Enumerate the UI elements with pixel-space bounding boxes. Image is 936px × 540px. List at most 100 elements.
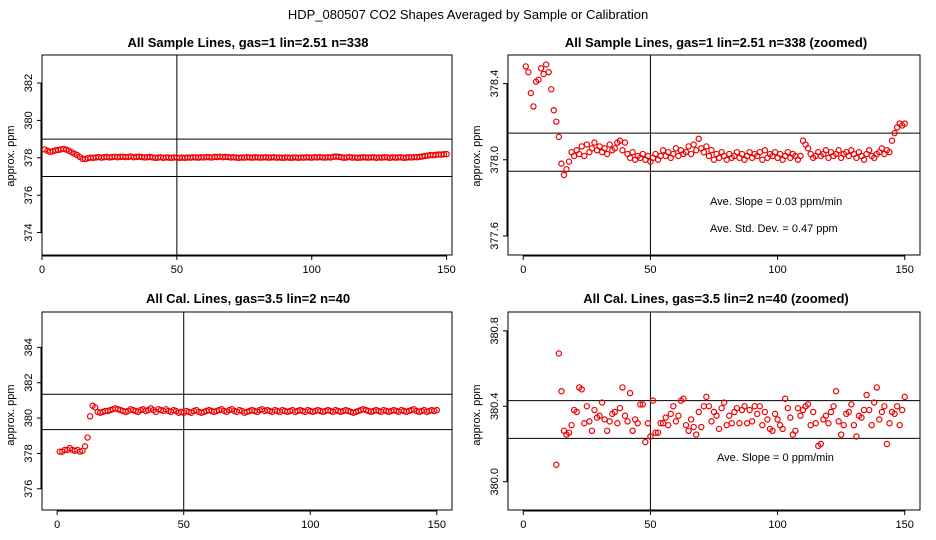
panel-title: All Cal. Lines, gas=3.5 lin=2 n=40 (zoom… (583, 291, 849, 306)
data-point (705, 152, 713, 160)
data-point (804, 401, 812, 408)
y-tick-label: 380 (23, 111, 35, 129)
data-point (548, 86, 555, 93)
data-point (680, 395, 687, 402)
data-point (883, 440, 891, 448)
data-point (578, 143, 585, 150)
x-tick-label: 100 (301, 519, 319, 531)
data-point (858, 414, 865, 421)
data-point (804, 145, 812, 152)
data-point (840, 421, 847, 429)
data-point (713, 412, 720, 419)
data-point (868, 421, 875, 429)
y-axis-label: approx. ppm (5, 384, 17, 445)
data-point (624, 418, 631, 425)
data-point (787, 414, 794, 421)
data-point (642, 438, 649, 446)
data-point (606, 418, 613, 425)
data-point (675, 412, 682, 419)
data-point (700, 403, 708, 410)
data-point (672, 418, 680, 425)
data-point (784, 404, 791, 412)
data-point (891, 410, 898, 418)
data-point (659, 147, 667, 154)
data-point (835, 147, 842, 154)
data-point (687, 416, 695, 423)
data-point (591, 139, 598, 146)
data-point (639, 150, 646, 158)
data-point (685, 143, 692, 150)
data-point (728, 420, 736, 427)
plot-frame (41, 311, 453, 511)
data-point (682, 421, 690, 429)
data-point (525, 68, 532, 76)
data-point (629, 148, 636, 156)
data-point (837, 431, 845, 438)
x-tick-label: 50 (644, 519, 656, 531)
x-tick-label: 0 (520, 519, 526, 531)
y-tick-label: 380.8 (489, 317, 501, 345)
data-point (652, 150, 659, 158)
data-point (733, 148, 741, 156)
data-point (723, 421, 730, 429)
data-point (553, 118, 560, 125)
data-point (746, 148, 753, 156)
data-point (817, 440, 825, 448)
data-point (601, 416, 608, 423)
data-point (881, 403, 888, 410)
data-point (672, 145, 680, 152)
data-point (665, 148, 672, 156)
data-point (878, 145, 886, 152)
data-point (718, 404, 725, 412)
y-tick-label: 382 (23, 74, 35, 92)
data-point (558, 160, 565, 167)
data-point (626, 154, 634, 162)
data-point (898, 406, 906, 414)
data-point (784, 148, 791, 156)
y-axis-label: approx. ppm (471, 125, 483, 186)
data-point (690, 423, 697, 431)
data-point (581, 152, 588, 160)
data-point (637, 401, 644, 408)
data-point (797, 152, 804, 160)
data-point (527, 89, 535, 97)
data-point (901, 120, 908, 127)
data-point (761, 408, 769, 416)
y-tick-label: 380.4 (489, 393, 501, 421)
data-point (537, 65, 545, 72)
data-point (863, 391, 870, 399)
data-point (708, 418, 715, 425)
data-point (588, 427, 596, 434)
panel-cal-lines: All Cal. Lines, gas=3.5 lin=2 n=40 appro… (5, 291, 453, 531)
y-tick-label: 376 (23, 480, 35, 498)
annotation: Ave. Slope = 0.03 ppm/min (710, 196, 842, 208)
plot-frame (507, 54, 921, 256)
data-point (560, 171, 568, 179)
data-point (596, 143, 603, 150)
data-point (746, 406, 753, 414)
data-point (576, 150, 583, 158)
data-point (553, 461, 560, 468)
data-point (619, 147, 626, 154)
data-point (540, 70, 547, 78)
data-point (792, 427, 799, 434)
data-point (578, 386, 585, 393)
plot-frame (507, 311, 921, 511)
data-point (614, 420, 621, 427)
data-point (647, 433, 654, 440)
data-point (522, 63, 530, 70)
data-point (812, 420, 819, 427)
y-tick-label: 378.4 (489, 70, 501, 98)
data-point (825, 154, 832, 162)
data-point (565, 158, 573, 165)
data-point (830, 403, 837, 410)
y-axis-label: approx. ppm (471, 384, 483, 445)
data-point (888, 137, 896, 144)
data-point (690, 141, 697, 148)
data-point (807, 421, 814, 429)
data-point (759, 156, 766, 163)
data-point (565, 429, 573, 436)
annotation: Ave. Std. Dev. = 0.47 ppm (710, 223, 838, 235)
data-point (598, 399, 606, 406)
data-point (865, 406, 873, 414)
